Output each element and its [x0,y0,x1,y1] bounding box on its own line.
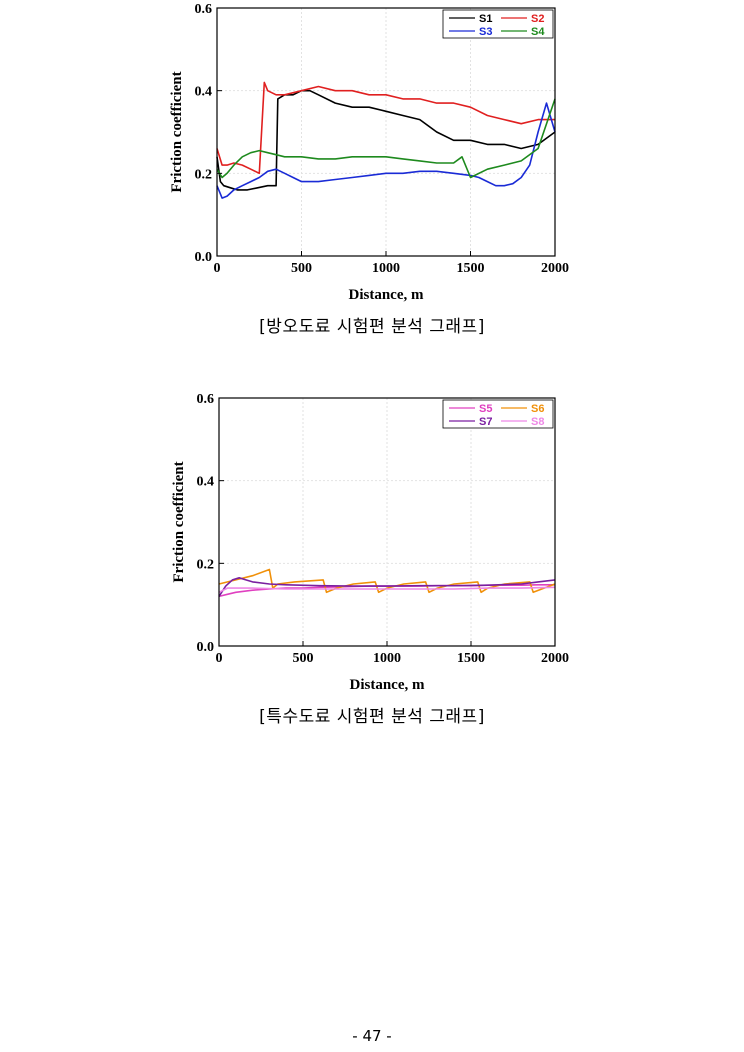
legend-label-s3: S3 [479,26,492,38]
y-tick-label: 0.0 [195,250,213,265]
legend-label-s1: S1 [479,13,492,25]
series-line-s8 [218,586,556,594]
legend-label-s4: S4 [531,26,545,38]
y-axis-title-1: Friction coefficient [169,71,185,192]
x-tick-label: 0 [216,651,223,666]
x-tick-label: 500 [293,651,314,666]
series-line-s1 [216,89,556,191]
x-tick-label: 1500 [457,651,485,666]
page-number: - 47 - [352,1027,392,1045]
chart-caption-1: [방오도료 시험편 분석 그래프] [259,317,485,337]
legend-label-s8: S8 [531,416,544,428]
x-tick-label: 1000 [372,261,400,276]
series-line-s7 [218,576,556,597]
x-tick-label: 500 [291,261,312,276]
y-tick-label: 0.2 [195,167,213,182]
y-axis-title-2: Friction coefficient [171,461,187,582]
legend-box-1 [442,9,554,39]
series-line-s2 [216,81,555,175]
y-tick-label: 0.6 [197,392,215,407]
x-axis-title-2: Distance, m [350,677,425,693]
y-tick-label: 0.4 [195,85,213,100]
chart-caption-2: [특수도료 시험편 분석 그래프] [259,707,485,727]
y-tick-label: 0.4 [197,475,215,490]
series-line-s3 [216,102,556,199]
x-tick-label: 2000 [541,261,569,276]
x-tick-label: 1500 [457,261,485,276]
x-tick-label: 1000 [373,651,401,666]
x-tick-label: 0 [214,261,221,276]
series-line-s4 [216,98,556,179]
legend-label-s2: S2 [531,13,544,25]
y-tick-label: 0.6 [195,2,213,17]
y-tick-label: 0.0 [197,640,215,655]
x-tick-label: 2000 [541,651,569,666]
legend-box-2 [442,399,554,429]
legend-label-s7: S7 [479,416,492,428]
x-axis-title-1: Distance, m [349,287,424,303]
legend-label-s6: S6 [531,403,544,415]
legend-label-s5: S5 [479,403,492,415]
y-tick-label: 0.2 [197,557,215,572]
